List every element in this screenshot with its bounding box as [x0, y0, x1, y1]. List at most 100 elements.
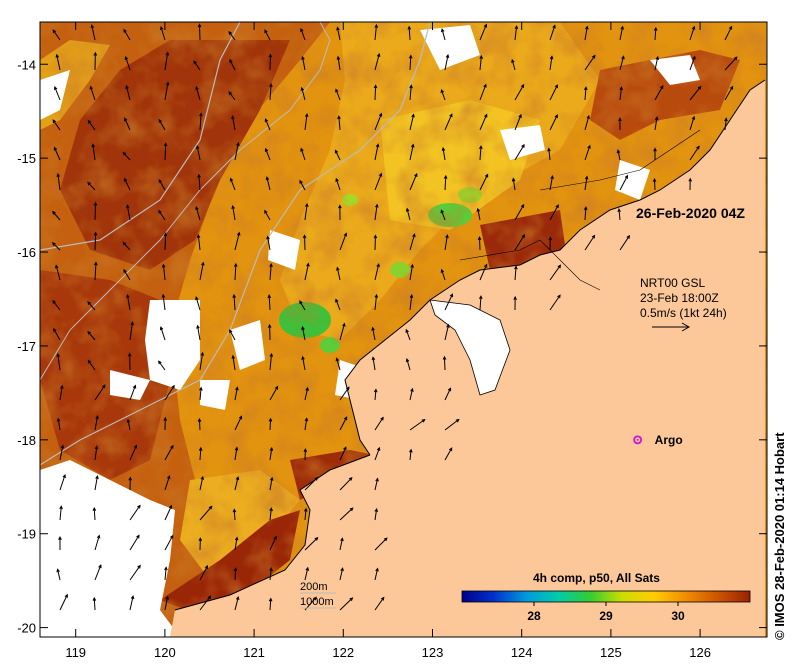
current-arrow [199, 505, 213, 521]
current-arrow [374, 143, 380, 161]
current-arrow [193, 60, 201, 71]
lon-tick-label: 120 [154, 645, 176, 660]
king-sound [429, 299, 511, 396]
current-arrow [197, 173, 201, 191]
current-arrow [269, 446, 274, 461]
current-arrow [374, 446, 381, 461]
current-arrow [129, 504, 141, 521]
current-arrow [724, 117, 728, 131]
current-arrow [444, 447, 453, 461]
current-arrow [58, 536, 62, 551]
current-arrow [199, 595, 212, 611]
current-arrow [268, 53, 273, 71]
map-frame [39, 21, 768, 638]
current-arrow [689, 115, 696, 131]
current-arrow [163, 232, 168, 251]
current-arrow [304, 566, 310, 581]
current-arrow [549, 24, 556, 41]
current-vectors [51, 23, 738, 611]
current-arrow [91, 143, 96, 161]
current-arrow [409, 143, 415, 161]
current-arrow [196, 324, 201, 341]
current-arrow [548, 236, 553, 251]
current-arrow [300, 27, 306, 41]
current-arrow [129, 564, 141, 581]
current-arrow [300, 147, 306, 161]
current-arrow [232, 293, 236, 311]
lat-tick-label: -17 [17, 339, 36, 354]
current-arrow [405, 207, 411, 221]
current-arrow [374, 23, 379, 41]
current-arrow [511, 58, 516, 71]
current-arrow [479, 145, 483, 161]
current-arrow [336, 266, 341, 281]
current-arrow [158, 118, 166, 131]
current-model-name: NRT00 GSL [640, 276, 705, 290]
current-arrow [268, 597, 273, 611]
current-arrow [549, 175, 554, 191]
current-arrow [409, 294, 414, 311]
current-arrow [94, 475, 99, 491]
current-arrow [94, 384, 106, 401]
current-arrow [441, 146, 446, 161]
current-arrow [549, 294, 561, 311]
current-arrow [339, 322, 346, 341]
current-arrow [231, 354, 236, 371]
current-arrow [54, 86, 61, 101]
lon-tick-label: 122 [332, 645, 354, 660]
isobath-200m [40, 22, 431, 466]
current-arrow [335, 88, 341, 101]
current-arrow [619, 55, 625, 71]
current-arrow [92, 596, 97, 611]
current-arrow [231, 204, 236, 221]
current-arrow [444, 234, 449, 251]
current-arrow [374, 52, 381, 71]
current-arrow [94, 261, 98, 281]
current-arrow [514, 203, 525, 221]
current-arrow [409, 233, 416, 251]
current-arrow [374, 263, 380, 281]
current-arrow [129, 444, 138, 461]
current-arrow [129, 595, 135, 611]
current-arrow [304, 262, 310, 281]
lon-tick-label: 121 [243, 645, 265, 660]
current-arrow [304, 507, 308, 521]
current-arrow [269, 535, 277, 551]
lat-tick-label: -20 [17, 621, 36, 636]
lat-tick-label: -18 [17, 433, 36, 448]
current-arrow [444, 113, 453, 131]
current-arrow [55, 53, 61, 71]
current-arrow [689, 55, 696, 71]
current-arrow [619, 234, 630, 251]
current-arrow [304, 476, 319, 491]
current-arrow [266, 235, 271, 251]
cloud-gaps [40, 25, 700, 410]
current-arrow [232, 508, 237, 521]
current-arrow [94, 534, 101, 551]
current-arrow [689, 25, 696, 41]
current-arrow [444, 293, 454, 311]
current-arrow [339, 567, 344, 581]
current-arrow [164, 81, 170, 101]
current-arrow [409, 172, 418, 191]
current-arrow [269, 262, 273, 281]
current-arrow [619, 174, 628, 191]
current-arrow [125, 204, 131, 221]
current-arrow [304, 112, 309, 131]
colorbar-tick-label: 30 [671, 609, 685, 623]
current-arrow [549, 55, 554, 71]
current-arrow [264, 209, 271, 221]
current-arrow [405, 328, 411, 341]
current-arrow [405, 357, 411, 371]
longitude-axis: 119 120 121 122 123 124 125 126 [65, 22, 711, 660]
current-arrow [92, 506, 97, 521]
scale-arrow-icon [652, 322, 691, 332]
current-arrow [476, 207, 481, 221]
land-southwest-cloud [40, 460, 180, 637]
current-arrow [444, 323, 450, 341]
current-arrow [373, 84, 378, 101]
current-arrow [159, 25, 166, 41]
current-arrow [374, 507, 379, 521]
current-arrow [128, 476, 133, 491]
current-arrow [198, 537, 203, 551]
